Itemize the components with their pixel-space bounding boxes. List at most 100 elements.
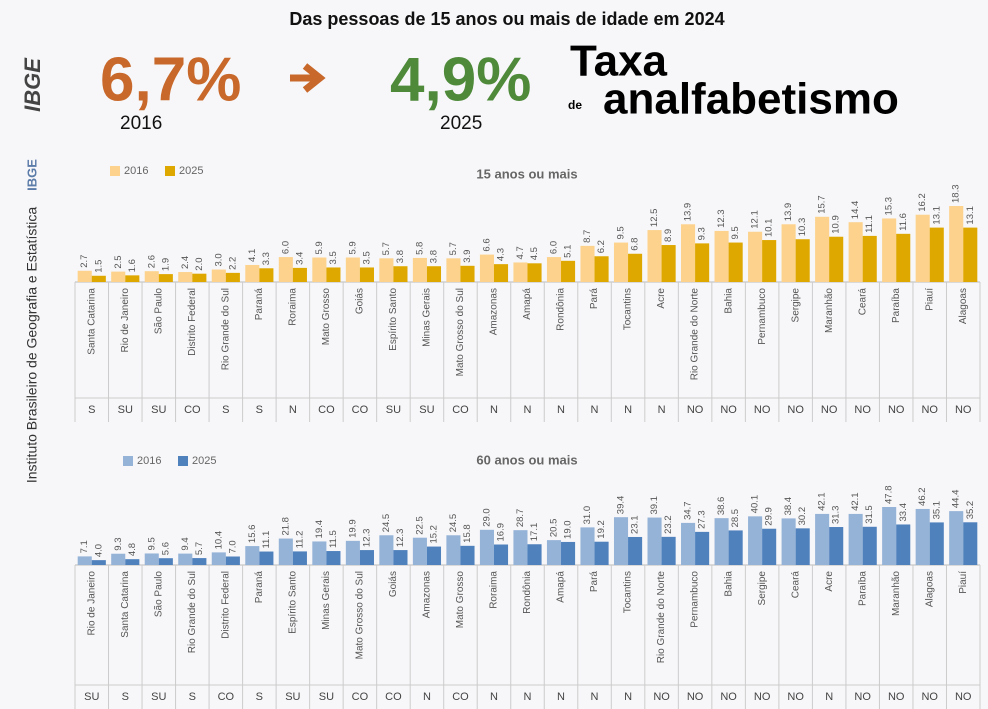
bar: [393, 266, 408, 282]
category-label: Ceará: [857, 288, 868, 316]
region-label: CO: [218, 691, 235, 703]
value-label: 9.5: [730, 226, 741, 239]
bar: [728, 242, 743, 282]
bar: [158, 558, 173, 565]
value-label: 30.2: [797, 507, 808, 526]
bar: [211, 552, 226, 565]
category-label: Acre: [656, 288, 667, 309]
value-label: 5.7: [448, 242, 459, 255]
bar: [781, 518, 796, 565]
region-label: NO: [921, 691, 938, 703]
value-label: 12.3: [716, 209, 727, 228]
bar: [882, 507, 897, 565]
bar: [795, 239, 810, 282]
value-label: 3.4: [294, 252, 305, 265]
category-label: Mato Grosso do Sul: [355, 571, 366, 659]
bar: [493, 544, 509, 565]
bar: [178, 553, 193, 565]
bar: [580, 527, 595, 565]
region-label: SU: [319, 691, 334, 703]
value-label: 12.3: [361, 529, 372, 548]
bar: [259, 551, 274, 565]
category-label: Acre: [824, 571, 835, 592]
region-label: NO: [787, 691, 804, 703]
region-label: SU: [419, 404, 434, 416]
region-label: NO: [921, 404, 938, 416]
region-label: S: [256, 404, 263, 416]
bar: [460, 545, 475, 565]
bar: [628, 253, 643, 282]
value-label: 5.9: [347, 241, 358, 254]
region-label: N: [591, 691, 599, 703]
bar: [379, 535, 394, 565]
category-label: Bahia: [723, 571, 734, 597]
value-label: 19.0: [563, 520, 574, 539]
bar: [245, 546, 260, 565]
value-label: 42.1: [850, 492, 861, 511]
category-label: Piauí: [924, 288, 935, 311]
value-label: 19.4: [314, 520, 325, 539]
region-label: N: [624, 691, 632, 703]
value-label: 6.6: [481, 238, 492, 251]
bar: [929, 522, 944, 565]
region-label: N: [624, 404, 632, 416]
category-label: Alagoas: [958, 288, 969, 324]
region-label: NO: [653, 691, 670, 703]
value-label: 13.9: [683, 203, 694, 222]
value-label: 35.2: [965, 501, 976, 520]
bar: [613, 517, 629, 565]
region-label: N: [423, 691, 431, 703]
bar: [111, 553, 126, 565]
category-label: Santa Catarina: [86, 288, 97, 355]
region-label: NO: [955, 404, 972, 416]
bar: [613, 242, 629, 282]
value-label: 10.1: [764, 219, 775, 238]
value-label: 29.9: [764, 507, 775, 526]
bar: [144, 553, 159, 565]
value-label: 15.3: [884, 197, 895, 216]
region-label: NO: [687, 404, 704, 416]
value-label: 22.5: [414, 516, 425, 535]
value-label: 8.7: [582, 230, 593, 243]
value-label: 9.5: [616, 226, 627, 239]
bar: [628, 536, 643, 565]
bar: [546, 540, 562, 565]
bar: [781, 224, 796, 282]
region-label: NO: [787, 404, 804, 416]
category-label: Maranhão: [824, 288, 835, 333]
value-label: 34.7: [683, 501, 694, 520]
legend-label: 2025: [179, 165, 203, 177]
bar: [225, 556, 240, 565]
value-label: 11.1: [261, 531, 272, 549]
value-label: 21.8: [280, 517, 291, 536]
value-label: 11.6: [898, 213, 909, 231]
region-label: CO: [385, 691, 402, 703]
bar: [748, 516, 763, 565]
value-label: 23.1: [630, 515, 641, 534]
bar: [77, 556, 92, 565]
bar: [393, 550, 408, 565]
value-label: 13.9: [783, 203, 794, 222]
institute-short: IBGE: [24, 159, 39, 191]
bar: [896, 233, 911, 282]
value-label: 12.1: [750, 210, 761, 229]
region-label: N: [557, 691, 565, 703]
category-label: Paraíba: [891, 288, 902, 323]
region-label: NO: [720, 691, 737, 703]
bar: [245, 264, 260, 282]
category-label: Maranhão: [891, 571, 902, 616]
region-label: NO: [754, 691, 771, 703]
bar: [312, 257, 327, 282]
bar: [178, 272, 193, 282]
value-label: 10.3: [797, 218, 808, 237]
region-label: NO: [888, 404, 905, 416]
rate-2025: 4,9%: [390, 45, 531, 114]
region-label: SU: [84, 691, 99, 703]
bar: [963, 227, 978, 282]
category-label: Rio Grande do Norte: [690, 288, 701, 381]
category-label: Rio Grande do Sul: [220, 288, 231, 370]
bar: [594, 541, 609, 565]
bar: [695, 531, 710, 565]
bar: [915, 508, 930, 565]
value-label: 10.9: [831, 215, 842, 234]
